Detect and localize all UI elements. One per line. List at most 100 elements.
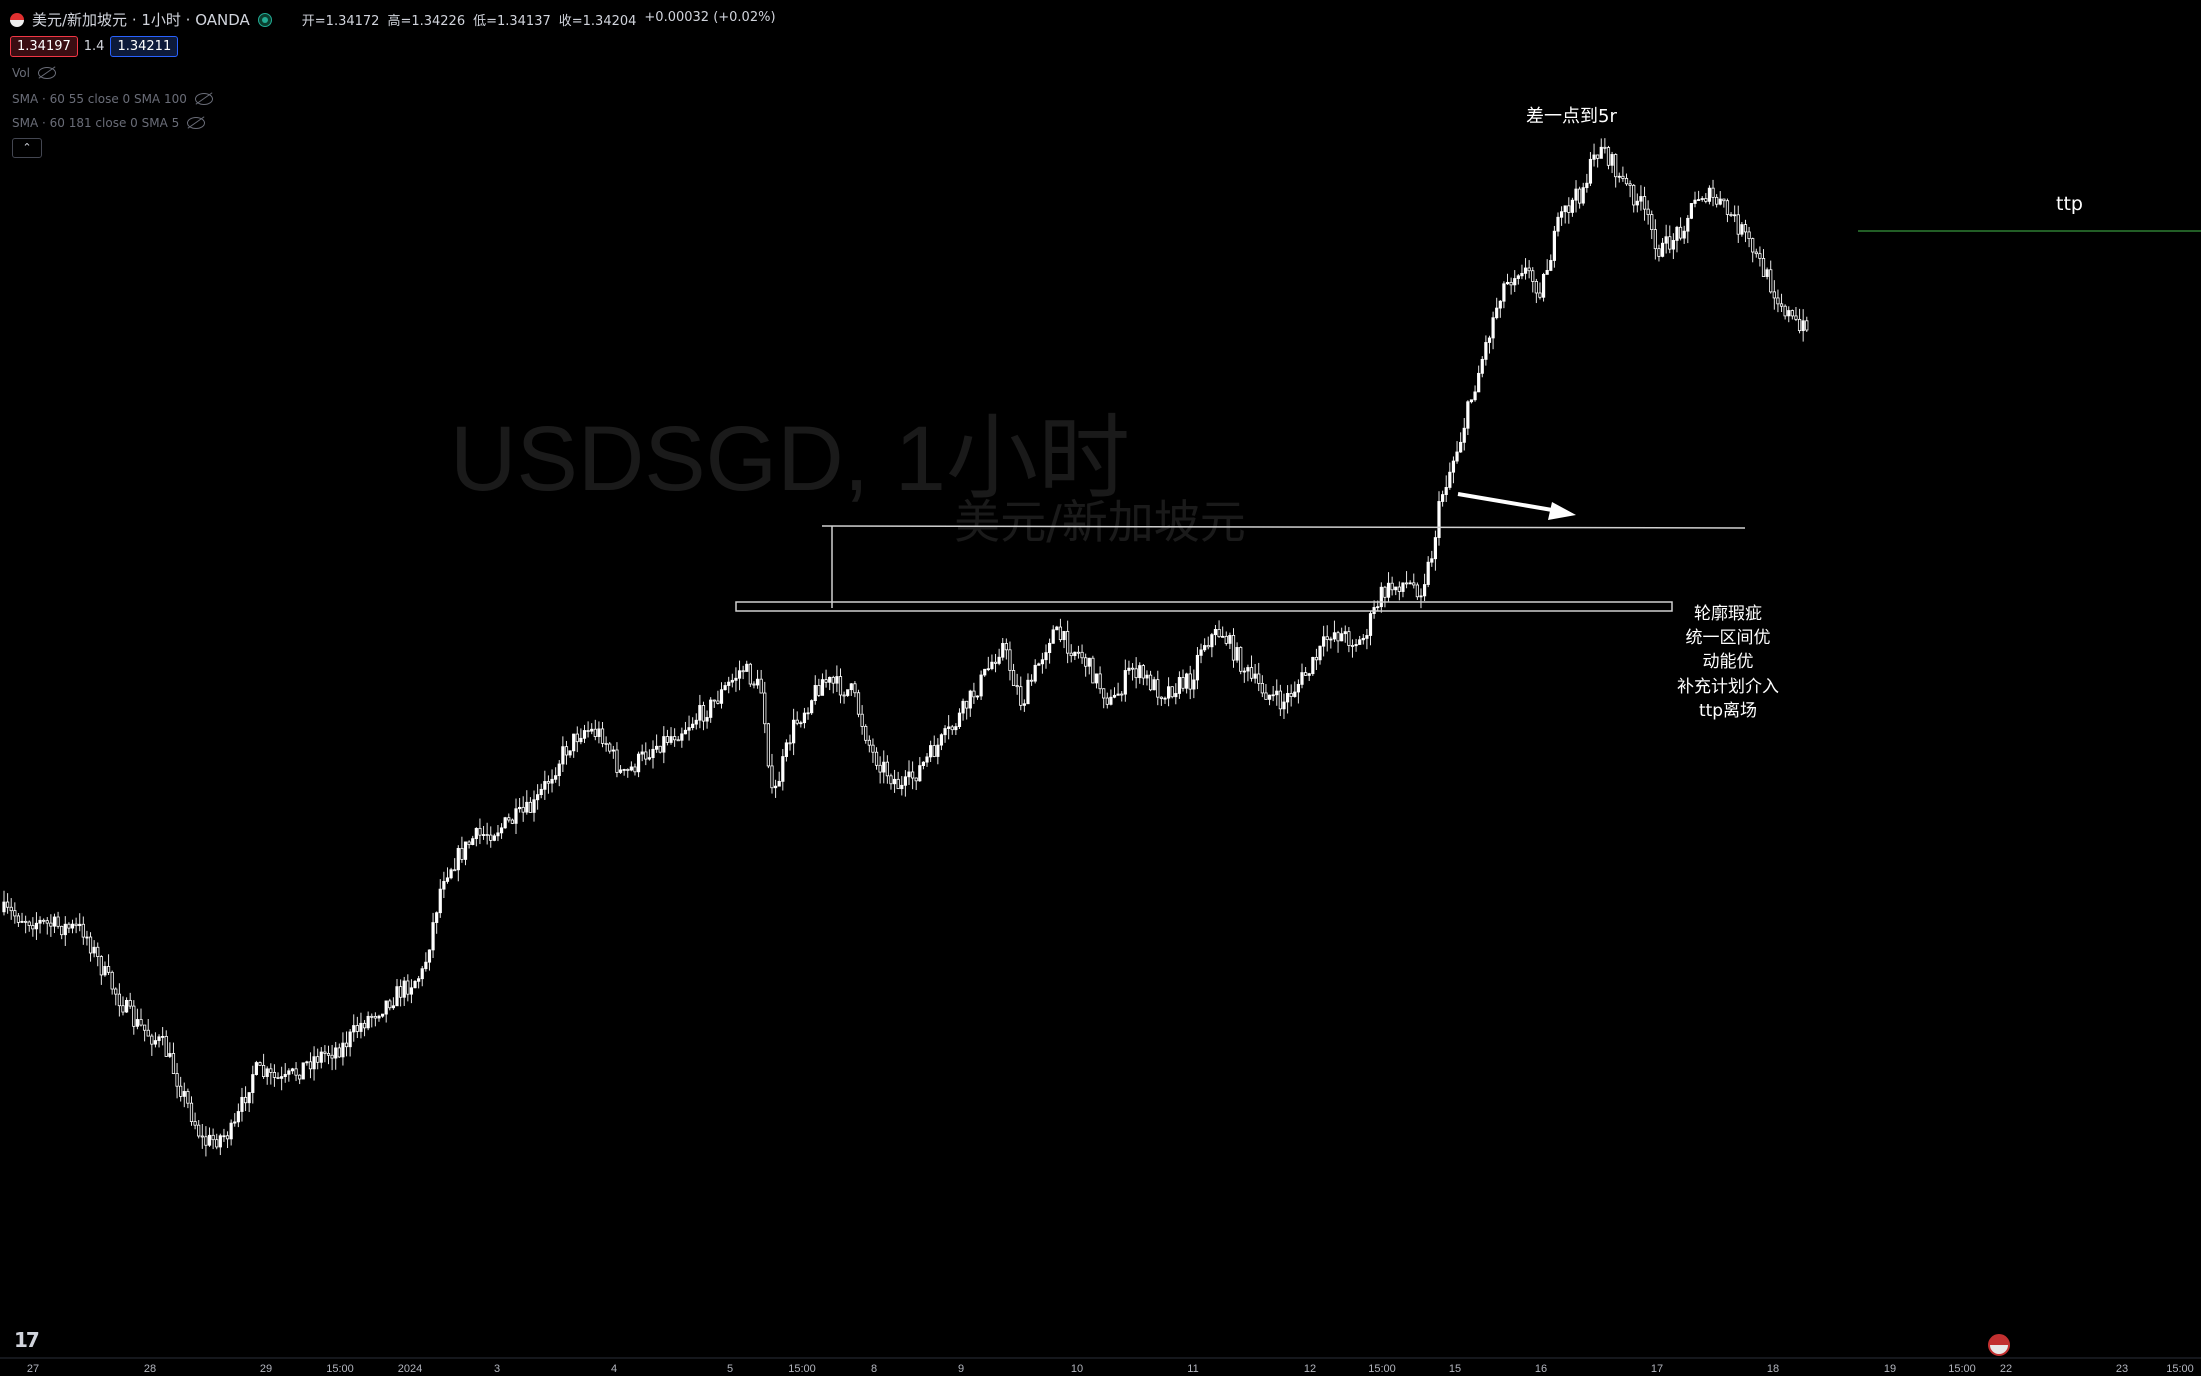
indicator-sma-5[interactable]: SMA · 60 181 close 0 SMA 5 — [12, 116, 206, 130]
candle — [1675, 225, 1679, 253]
candle — [45, 917, 49, 935]
candle — [463, 841, 468, 866]
watermark-name: 美元/新加坡元 — [954, 495, 1246, 549]
candle — [1531, 267, 1535, 293]
candle — [795, 711, 799, 726]
candle — [1138, 662, 1142, 684]
candle — [1152, 676, 1156, 691]
candle — [1120, 691, 1124, 702]
candle — [1275, 679, 1279, 706]
candle — [1145, 670, 1149, 686]
candle — [550, 769, 554, 793]
candle — [287, 1068, 291, 1082]
candle — [370, 1013, 374, 1028]
candle — [1660, 238, 1665, 258]
candle — [204, 1126, 208, 1157]
candle — [1740, 222, 1744, 237]
candle — [124, 997, 129, 1013]
candle — [1466, 400, 1470, 436]
candle — [687, 715, 691, 741]
candle — [644, 742, 648, 766]
candle — [193, 1112, 197, 1130]
candle — [1073, 651, 1077, 661]
candle — [1213, 624, 1218, 646]
candle — [1329, 636, 1333, 649]
indicator-sma-100[interactable]: SMA · 60 55 close 0 SMA 100 — [12, 92, 213, 106]
candle — [1779, 293, 1784, 313]
candle — [1527, 260, 1531, 279]
candle — [636, 751, 641, 778]
candle — [114, 987, 118, 1006]
upper-horizontal-line[interactable] — [821, 525, 1746, 529]
candle — [1513, 270, 1517, 293]
candle — [1592, 143, 1596, 167]
candle — [1278, 684, 1282, 717]
candle — [1069, 644, 1073, 663]
candle — [225, 1131, 230, 1149]
candle — [1729, 212, 1733, 217]
symbol-title[interactable]: 美元/新加坡元 · 1小时 · OANDA — [32, 11, 250, 29]
sell-price-button[interactable]: 1.34197 — [10, 36, 78, 57]
candle — [1541, 272, 1546, 302]
candle — [1516, 274, 1520, 285]
candle — [1412, 573, 1416, 589]
hidden-eye-icon[interactable] — [194, 93, 213, 105]
candle — [399, 979, 403, 1007]
candle — [979, 670, 983, 700]
time-axis[interactable]: 27 28 29 15:00 2024 3 4 5 15:00 8 9 10 11 12 15:00 15 16… — [27, 1363, 2194, 1375]
candle — [1617, 172, 1621, 183]
candle — [525, 790, 529, 815]
candle — [1062, 630, 1066, 649]
low-value: 低=1.34137 — [473, 14, 551, 29]
indicator-sma-100-label: SMA · 60 55 close 0 SMA 100 — [12, 92, 187, 106]
candle — [431, 912, 435, 958]
hidden-eye-icon[interactable] — [37, 67, 56, 79]
candle — [1282, 693, 1286, 719]
range-box[interactable] — [735, 601, 1673, 612]
drawings-layer[interactable] — [735, 230, 2201, 612]
hidden-eye-icon[interactable] — [187, 117, 206, 129]
candle — [1430, 550, 1434, 567]
candle — [1170, 686, 1174, 699]
candle — [510, 818, 514, 825]
candle — [135, 1008, 140, 1030]
reason-3: 动能优 — [1703, 652, 1754, 672]
currency-flag-icon[interactable] — [1988, 1334, 2010, 1356]
candle — [846, 689, 850, 698]
candle — [1693, 191, 1697, 208]
candle — [943, 725, 947, 743]
candle — [265, 1066, 269, 1085]
candle — [1192, 669, 1196, 699]
candle — [1502, 281, 1506, 309]
candle — [910, 761, 915, 790]
time-tick-label: 22 — [2000, 1363, 2012, 1375]
candle — [1559, 206, 1564, 226]
candle — [1556, 212, 1560, 237]
candle — [590, 723, 594, 735]
candle — [734, 667, 738, 692]
candle — [283, 1063, 287, 1083]
candle — [1610, 151, 1614, 174]
candle — [860, 705, 864, 735]
time-tick-label: 19 — [1884, 1363, 1896, 1375]
buy-price-button[interactable]: 1.34211 — [110, 36, 179, 57]
candle — [1462, 417, 1466, 451]
candle — [24, 915, 28, 934]
candle — [1459, 432, 1463, 453]
candle — [52, 913, 57, 934]
candle — [1001, 637, 1005, 661]
indicator-vol[interactable]: Vol — [12, 66, 56, 80]
collapse-legend-button[interactable]: ⌃ — [12, 138, 42, 158]
candle — [680, 727, 684, 748]
candle — [438, 879, 442, 918]
candle — [597, 721, 601, 744]
candle — [34, 912, 39, 940]
candle — [514, 798, 518, 835]
candle — [121, 996, 125, 1016]
candle — [669, 727, 673, 745]
candle — [106, 954, 111, 976]
candle — [197, 1120, 201, 1139]
market-status-icon[interactable] — [257, 12, 272, 27]
candle — [813, 675, 817, 705]
